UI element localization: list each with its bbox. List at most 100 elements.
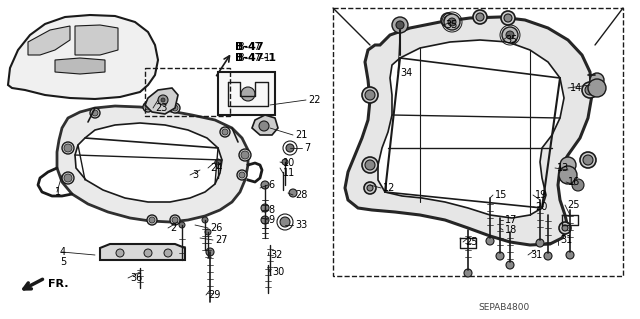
Circle shape: [158, 95, 168, 105]
Circle shape: [261, 181, 269, 189]
Text: SEPAB4800: SEPAB4800: [478, 302, 529, 311]
Circle shape: [365, 160, 375, 170]
Circle shape: [282, 159, 288, 165]
Text: 22: 22: [308, 95, 321, 105]
Circle shape: [172, 105, 178, 111]
Circle shape: [215, 159, 221, 165]
Circle shape: [143, 102, 153, 112]
Circle shape: [506, 261, 514, 269]
Circle shape: [149, 217, 155, 223]
Circle shape: [536, 239, 544, 247]
Circle shape: [289, 189, 297, 197]
Circle shape: [205, 229, 211, 235]
Circle shape: [572, 179, 584, 191]
Circle shape: [144, 249, 152, 257]
Circle shape: [582, 82, 598, 98]
Circle shape: [396, 21, 404, 29]
Text: B-47-1: B-47-1: [238, 53, 270, 63]
Circle shape: [365, 90, 375, 100]
Circle shape: [364, 182, 376, 194]
Circle shape: [588, 79, 606, 97]
Bar: [145, 68, 230, 116]
Text: 25: 25: [465, 237, 477, 247]
Text: 9: 9: [268, 215, 274, 225]
Text: 18: 18: [505, 225, 517, 235]
Circle shape: [392, 17, 408, 33]
Text: 31: 31: [530, 250, 542, 260]
Text: 10: 10: [283, 158, 295, 168]
Circle shape: [206, 248, 214, 256]
Text: 36: 36: [130, 273, 142, 283]
Circle shape: [506, 31, 514, 39]
Text: 28: 28: [295, 190, 307, 200]
Circle shape: [476, 13, 484, 21]
Circle shape: [64, 144, 72, 152]
Circle shape: [504, 14, 512, 22]
Polygon shape: [55, 58, 105, 74]
Polygon shape: [378, 40, 564, 218]
Circle shape: [164, 249, 172, 257]
Text: 31: 31: [560, 235, 572, 245]
Circle shape: [496, 252, 504, 260]
Circle shape: [559, 166, 577, 184]
Circle shape: [441, 13, 455, 27]
Circle shape: [172, 217, 178, 223]
Text: 25: 25: [567, 200, 579, 210]
Circle shape: [580, 152, 596, 168]
Circle shape: [161, 98, 165, 102]
Text: 11: 11: [283, 168, 295, 178]
Circle shape: [444, 16, 452, 24]
Circle shape: [64, 174, 72, 182]
Circle shape: [92, 110, 98, 116]
Circle shape: [241, 87, 255, 101]
Circle shape: [362, 157, 378, 173]
Text: 34: 34: [400, 68, 412, 78]
Text: 19: 19: [535, 190, 547, 200]
Circle shape: [280, 217, 290, 227]
Circle shape: [261, 204, 269, 212]
Bar: [333, 8, 623, 276]
Circle shape: [444, 14, 460, 30]
Circle shape: [145, 104, 151, 110]
Circle shape: [62, 142, 74, 154]
Circle shape: [566, 251, 574, 259]
Circle shape: [241, 151, 249, 159]
Text: 1: 1: [55, 187, 61, 197]
Text: 13: 13: [557, 163, 569, 173]
Circle shape: [585, 85, 595, 95]
Text: 24: 24: [210, 163, 222, 173]
Text: 12: 12: [383, 183, 396, 193]
Text: 5: 5: [60, 257, 67, 267]
Circle shape: [239, 172, 245, 178]
Circle shape: [147, 215, 157, 225]
Text: 26: 26: [210, 223, 222, 233]
Text: 3: 3: [192, 170, 198, 180]
Polygon shape: [218, 72, 275, 115]
Circle shape: [286, 144, 294, 152]
Text: B-47-1: B-47-1: [235, 53, 276, 63]
Polygon shape: [57, 106, 248, 222]
Text: B-47: B-47: [238, 42, 260, 52]
Text: FR.: FR.: [48, 279, 68, 289]
Circle shape: [362, 87, 378, 103]
Text: 23: 23: [155, 103, 168, 113]
Circle shape: [220, 127, 230, 137]
Circle shape: [170, 215, 180, 225]
Circle shape: [259, 121, 269, 131]
Circle shape: [237, 170, 247, 180]
Text: 29: 29: [208, 290, 220, 300]
Text: 7: 7: [304, 143, 310, 153]
Text: 35: 35: [445, 20, 458, 30]
Circle shape: [560, 157, 576, 173]
Circle shape: [501, 11, 515, 25]
Text: B-47: B-47: [235, 42, 264, 52]
Circle shape: [473, 10, 487, 24]
Text: 6: 6: [268, 180, 274, 190]
Text: 33: 33: [295, 220, 307, 230]
Text: 17: 17: [505, 215, 517, 225]
Circle shape: [562, 225, 568, 231]
Circle shape: [202, 217, 208, 223]
Polygon shape: [75, 123, 222, 202]
Text: 14: 14: [570, 83, 582, 93]
Text: 32: 32: [270, 250, 282, 260]
